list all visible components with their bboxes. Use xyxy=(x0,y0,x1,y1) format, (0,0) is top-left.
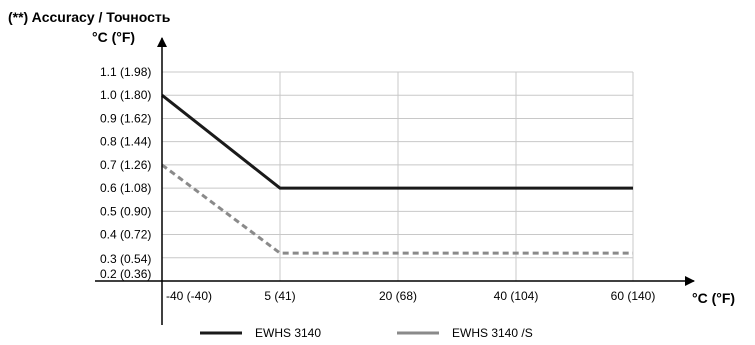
x-axis-unit: °C (°F) xyxy=(692,290,735,306)
y-tick-label-6: 0.8 (1.44) xyxy=(100,135,151,149)
grid xyxy=(162,71,634,281)
x-tick-label-4: 60 (140) xyxy=(611,289,656,303)
y-tick-label-9: 1.1 (1.98) xyxy=(100,65,151,79)
series-line-1 xyxy=(161,163,633,255)
series-line-0 xyxy=(161,94,633,190)
y-tick-labels: 0.2 (0.36)0.3 (0.54) 0.4 (0.72) 0.5 (0.90)… xyxy=(100,65,151,281)
y-axis-unit: °C (°F) xyxy=(92,29,135,45)
x-tick-label-0: -40 (-40) xyxy=(166,289,212,303)
y-tick-label-3: 0.5 (0.90) xyxy=(100,204,151,218)
series-lines xyxy=(161,94,633,255)
x-tick-label-1: 5 (41) xyxy=(264,289,295,303)
x-tick-labels: -40 (-40) 5 (41) 20 (68) 40 (104) 60 (140) xyxy=(166,289,655,303)
x-tick-label-3: 40 (104) xyxy=(494,289,539,303)
legend: EWHS 3140 EWHS 3140 /S xyxy=(200,326,533,340)
y-tick-label-1: 0.3 (0.54) xyxy=(100,252,151,266)
y-tick-label-8: 1.0 (1.80) xyxy=(100,88,151,102)
y-tick-label-7: 0.9 (1.62) xyxy=(100,111,151,125)
y-tick-label-2: 0.4 (0.72) xyxy=(100,228,151,242)
y-tick-label-0: 0.2 (0.36) xyxy=(100,267,151,281)
y-tick-label-5: 0.7 (1.26) xyxy=(100,158,151,172)
legend-label-ewhs-3140-s: EWHS 3140 /S xyxy=(452,326,533,340)
x-tick-label-2: 20 (68) xyxy=(379,289,417,303)
legend-label-ewhs-3140: EWHS 3140 xyxy=(255,326,321,340)
y-tick-label-4: 0.6 (1.08) xyxy=(100,181,151,195)
chart-title: (**) Accuracy / Точность xyxy=(8,9,171,25)
